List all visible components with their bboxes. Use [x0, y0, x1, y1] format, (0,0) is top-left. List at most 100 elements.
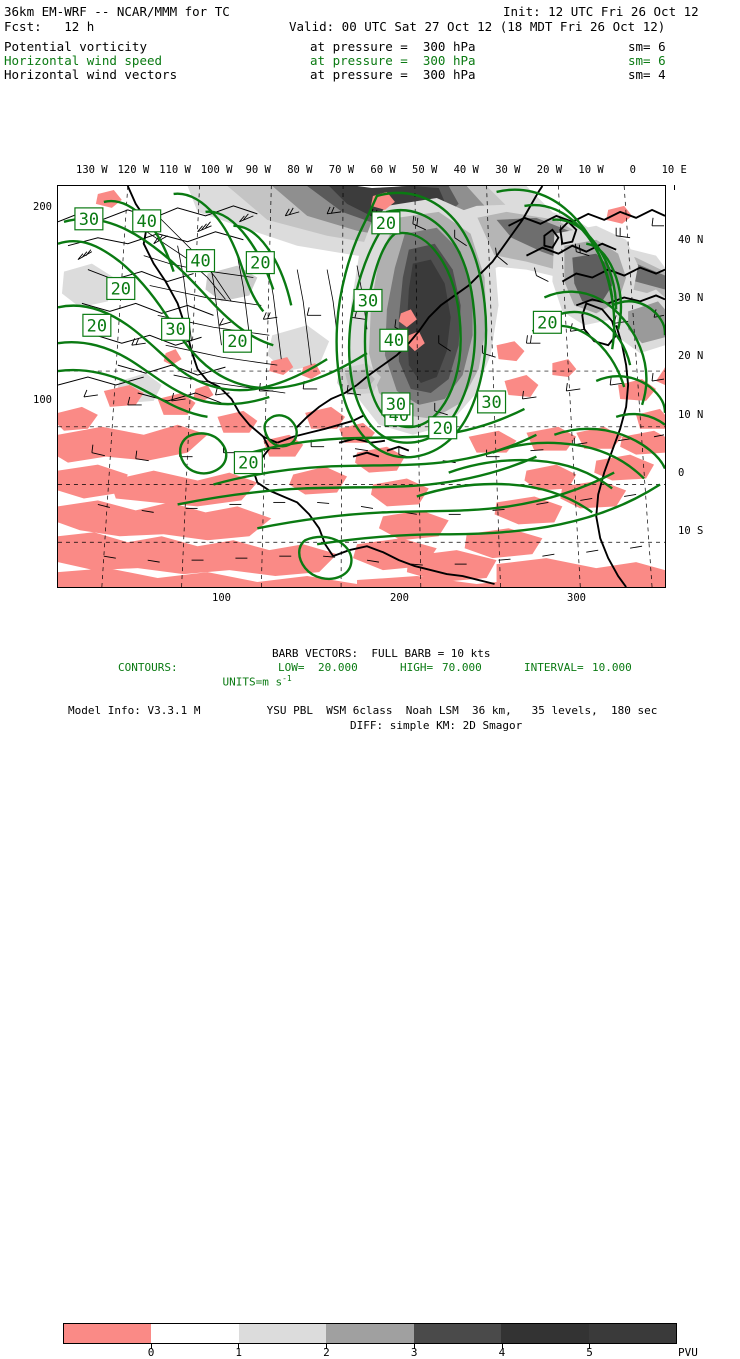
- lon-label-11: 20 W: [536, 164, 563, 176]
- contour-label-text-8: 20: [376, 213, 396, 233]
- contour-label-box-2: [106, 276, 136, 301]
- contour-label-text-16: 20: [238, 453, 258, 473]
- colorbar-band-5: [501, 1324, 589, 1343]
- gridy-label-1: 100: [33, 394, 52, 406]
- lon-label-4: 90 W: [245, 164, 271, 176]
- contour-label-text-3: 40: [190, 251, 210, 271]
- colorbar-band-0: [64, 1324, 152, 1343]
- contour-label-box-6: [161, 317, 191, 341]
- forecast-hour: Fcst: 12 h: [4, 19, 95, 34]
- lon-label-12: 10 W: [578, 164, 604, 176]
- model-info-line2: DIFF: simple KM: 2D Smagor: [350, 719, 523, 732]
- weather-map-plot[interactable]: 3040204020203020203040203020403020: [57, 185, 666, 588]
- colorbar-tick-label-4: 4: [498, 1346, 506, 1359]
- gridy-label-0: 200: [33, 201, 52, 213]
- colorbar-band-1: [151, 1324, 239, 1343]
- high-value: 70.000: [442, 661, 482, 674]
- contour-label-text-1: 40: [137, 211, 157, 231]
- contour-label-text-5: 20: [87, 315, 107, 335]
- contour-label-box-16: [233, 451, 263, 475]
- model-info-line1: Model Info: V3.3.1 M YSU PBL WSM 6class …: [68, 704, 658, 717]
- gridx-label-1: 200: [390, 592, 409, 604]
- lat-label-2: 20 N: [678, 350, 704, 363]
- field-smoothing-1: sm= 6: [628, 53, 666, 68]
- lon-label-9: 40 W: [453, 164, 479, 176]
- valid-time: Valid: 00 UTC Sat 27 Oct 12 (18 MDT Fri …: [289, 19, 666, 34]
- contour-label-box-10: [379, 328, 409, 352]
- contour-label-box-0: [74, 207, 104, 231]
- lat-label-5: 10 S: [678, 525, 704, 537]
- interval-label: INTERVAL=: [524, 661, 584, 674]
- barb-vectors-label: BARB VECTORS: FULL BARB = 10 kts: [272, 647, 491, 660]
- field-name-0: Potential vorticity: [4, 39, 147, 54]
- colorbar-band-6: [588, 1324, 676, 1343]
- header-text-block: 36km EM-WRF -- NCAR/MMM for TC Init: 12 …: [0, 0, 740, 100]
- pv-colorbar[interactable]: [63, 1323, 677, 1344]
- field-name-1: Horizontal wind speed: [4, 53, 163, 68]
- units-label: UNITS=m s-1: [222, 674, 292, 689]
- field-pressure-0: at pressure = 300 hPa: [310, 39, 476, 54]
- field-smoothing-2: sm= 4: [628, 67, 666, 82]
- lon-label-7: 60 W: [370, 164, 396, 176]
- lon-label-0: 130 W: [76, 164, 108, 176]
- contour-label-box-7: [222, 329, 252, 353]
- contour-label-text-7: 20: [227, 331, 247, 351]
- contour-label-text-12: 30: [481, 392, 501, 412]
- colorbar-tick-label-5: 5: [586, 1346, 593, 1359]
- interval-value: 10.000: [592, 661, 632, 674]
- lat-label-0: 40 N: [678, 234, 704, 246]
- low-label: LOW=: [278, 661, 305, 674]
- contour-label-text-2: 20: [111, 278, 131, 298]
- lon-label-2: 110 W: [159, 164, 191, 176]
- lon-tick-14: [674, 185, 676, 190]
- contour-label-box-8: [371, 211, 401, 235]
- gridx-label-2: 300: [567, 592, 586, 604]
- colorbar-tick-label-3: 3: [410, 1346, 418, 1359]
- contour-label-box-11: [532, 310, 562, 334]
- contour-label-box-15: [381, 392, 411, 416]
- contour-label-box-1: [132, 209, 162, 233]
- model-title: 36km EM-WRF -- NCAR/MMM for TC: [4, 4, 230, 19]
- colorbar-legend-block: BARB VECTORS: FULL BARB = 10 kts CONTOUR…: [0, 645, 740, 1359]
- map-canvas: 3040204020203020203040203020403020: [58, 186, 665, 587]
- contour-label-text-6: 30: [165, 319, 185, 339]
- colorbar-unit-label: PVU: [678, 1346, 698, 1359]
- lat-label-3: 10 N: [678, 408, 704, 421]
- colorbar-band-3: [326, 1324, 414, 1343]
- lon-label-10: 30 W: [495, 164, 521, 176]
- lon-label-13: 0: [629, 164, 636, 176]
- low-value: 20.000: [318, 661, 358, 674]
- pv-shading-salmon: [58, 189, 665, 587]
- field-smoothing-0: sm= 6: [628, 39, 666, 54]
- contour-label-text-15: 30: [386, 394, 406, 414]
- colorbar-tick-label-0: 0: [147, 1346, 155, 1359]
- lon-label-8: 50 W: [412, 164, 438, 176]
- colorbar-band-2: [238, 1324, 327, 1343]
- lat-label-1: 30 N: [678, 292, 704, 305]
- colorbar-band-4: [413, 1324, 502, 1343]
- contour-label-text-4: 20: [250, 253, 270, 273]
- lon-label-1: 120 W: [117, 164, 150, 176]
- contour-label-box-3: [185, 249, 216, 273]
- field-name-2: Horizontal wind vectors: [4, 67, 178, 82]
- contour-labels: 3040204020203020203040203020403020: [74, 207, 562, 475]
- lon-label-3: 100 W: [200, 164, 233, 176]
- contour-label-box-13: [428, 416, 458, 440]
- lon-label-14: 10 E: [661, 164, 687, 176]
- contour-label-text-13: 20: [433, 418, 453, 438]
- contour-label-text-11: 20: [537, 312, 557, 332]
- colorbar-tick-label-2: 2: [323, 1346, 330, 1359]
- contour-label-text-0: 30: [79, 209, 99, 229]
- contour-label-text-10: 40: [384, 330, 404, 350]
- contour-label-box-12: [477, 390, 507, 414]
- colorbar-tick-label-1: 1: [235, 1346, 243, 1359]
- lat-label-4: 0: [678, 466, 685, 479]
- field-pressure-1: at pressure = 300 hPa: [310, 53, 476, 68]
- init-time: Init: 12 UTC Fri 26 Oct 12: [503, 4, 699, 19]
- lon-label-6: 70 W: [328, 164, 355, 176]
- gridx-label-0: 100: [212, 592, 231, 604]
- contour-label-box-5: [82, 313, 112, 337]
- contour-label-box-9: [353, 288, 383, 312]
- high-label: HIGH=: [400, 661, 434, 674]
- lon-label-5: 80 W: [287, 164, 313, 176]
